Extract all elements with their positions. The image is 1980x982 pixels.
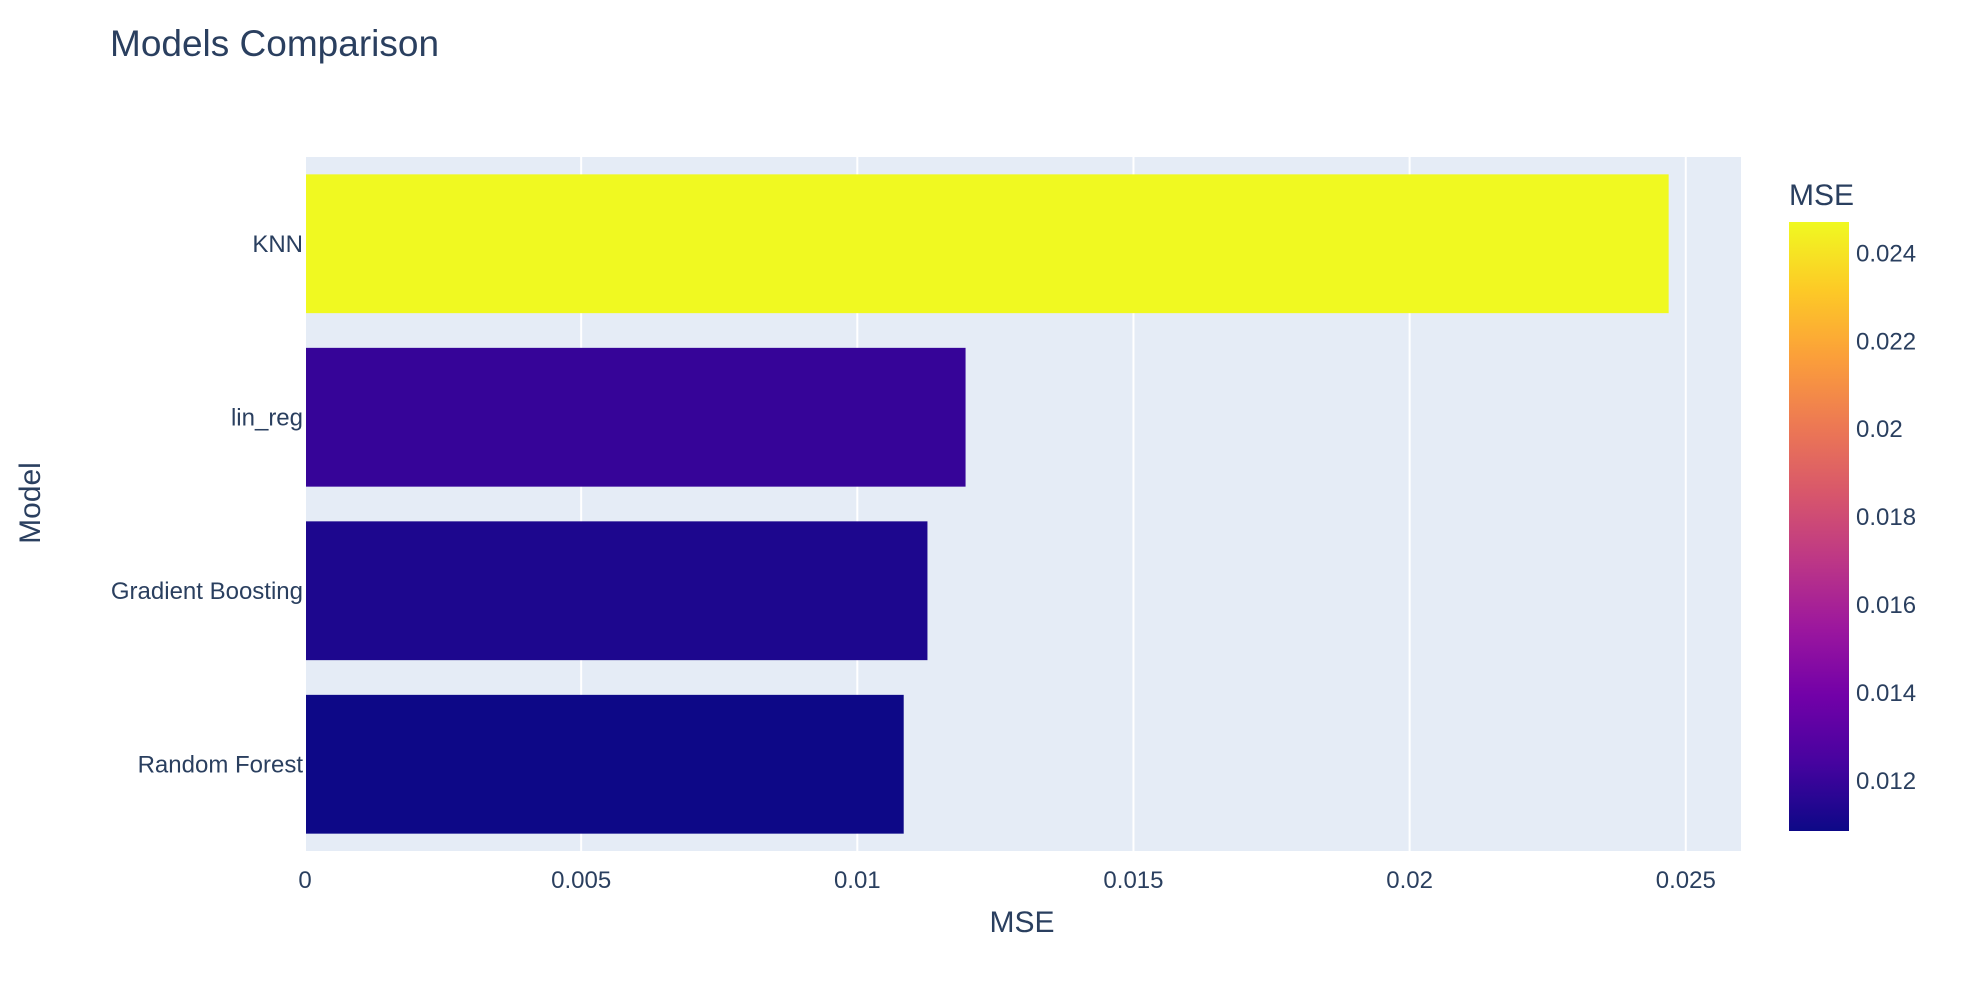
x-tick-label: 0.02 xyxy=(1386,867,1433,894)
bar xyxy=(305,174,1669,314)
colorbar-tick-label: 0.024 xyxy=(1856,240,1916,267)
x-axis-title: MSE xyxy=(989,906,1054,939)
x-tick-label: 0.015 xyxy=(1103,867,1163,894)
bar xyxy=(305,694,904,834)
y-tick-label: Random Forest xyxy=(138,751,304,778)
x-tick-label: 0 xyxy=(298,867,311,894)
chart-title: Models Comparison xyxy=(110,23,439,64)
x-tick-label: 0.005 xyxy=(551,867,611,894)
y-axis-title: Model xyxy=(14,462,47,544)
bar xyxy=(305,521,928,661)
colorbar-tick-label: 0.018 xyxy=(1856,504,1916,531)
colorbar-tick-label: 0.02 xyxy=(1856,416,1903,443)
colorbar-tick-label: 0.022 xyxy=(1856,328,1916,355)
y-tick-label: KNN xyxy=(252,231,303,258)
x-tick-label: 0.025 xyxy=(1656,867,1716,894)
bar xyxy=(305,347,966,487)
y-tick-label: Gradient Boosting xyxy=(111,578,303,605)
colorbar-gradient xyxy=(1789,222,1849,831)
x-tick-label: 0.01 xyxy=(834,867,881,894)
plot-area xyxy=(304,157,1741,851)
colorbar: MSE 0.012 0.014 0.016 0.018 0.02 0.022 0.024 xyxy=(1789,179,1916,831)
colorbar-tick-label: 0.012 xyxy=(1856,768,1916,795)
colorbar-tick-label: 0.016 xyxy=(1856,592,1916,619)
colorbar-title: MSE xyxy=(1789,179,1854,212)
colorbar-tick-label: 0.014 xyxy=(1856,680,1916,707)
y-tick-label: lin_reg xyxy=(231,404,303,431)
